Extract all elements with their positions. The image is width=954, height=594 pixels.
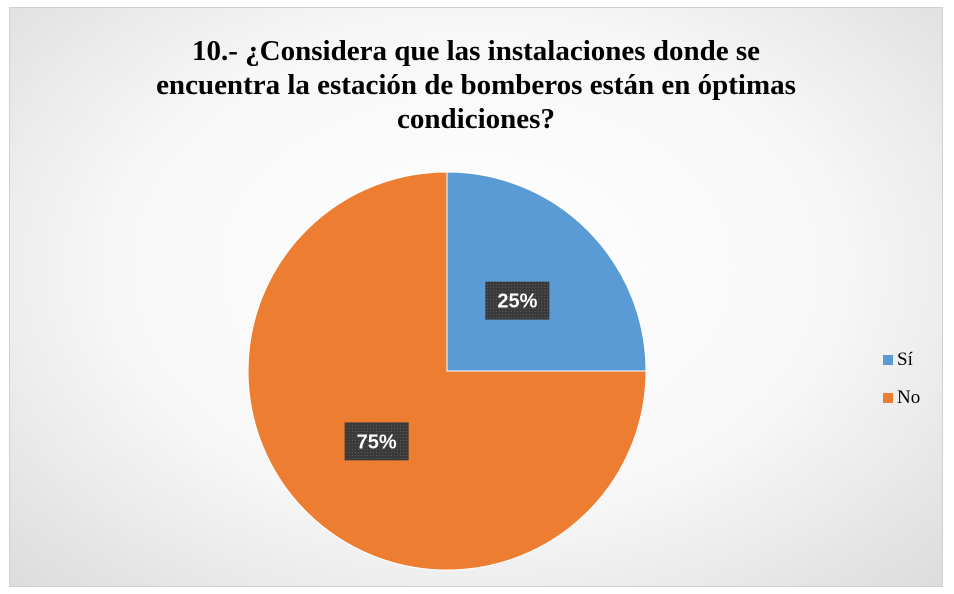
chart-title-line-1: 10.- ¿Considera que las instalaciones do… [192,35,760,67]
legend-label-no: No [897,387,921,408]
chart-title-line-3: condiciones? [397,103,555,135]
pie-chart: 25% 75% [247,171,647,571]
legend: Sí No [883,341,920,417]
chart-area: 10.- ¿Considera que las instalaciones do… [9,7,943,587]
data-label-si: 25% [497,291,537,313]
legend-swatch-si [883,355,893,365]
legend-item-si: Sí [883,341,920,379]
legend-label-si: Sí [897,349,913,370]
data-label-box-si [485,281,550,320]
pie-slice-si [446,171,647,372]
chart-title: 10.- ¿Considera que las instalaciones do… [10,34,942,136]
pie-slice-no [247,171,647,571]
data-label-box-no [344,422,409,461]
legend-item-no: No [883,379,920,417]
chart-title-line-2: encuentra la estación de bomberos están … [156,69,796,101]
data-label-no: 75% [357,431,397,453]
legend-swatch-no [883,393,893,403]
